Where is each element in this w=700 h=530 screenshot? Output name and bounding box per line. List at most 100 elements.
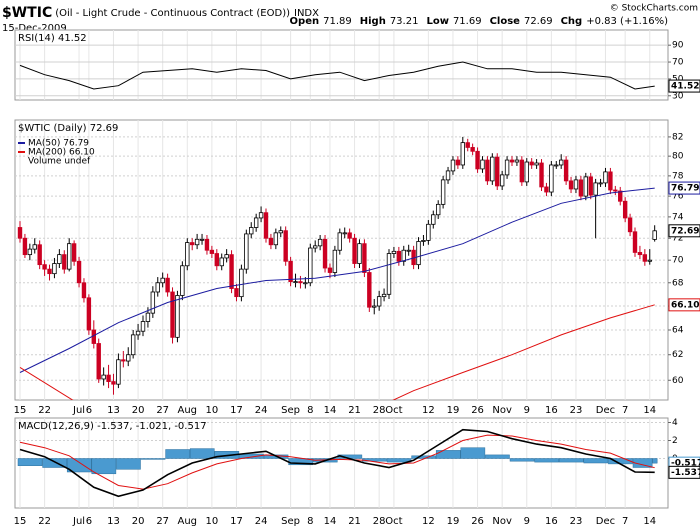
x-tick-label: 15 [14,405,27,416]
candle-body [603,171,608,184]
histogram-bar [189,448,215,459]
candle-body [539,162,544,188]
x-tick-label: 7 [622,516,628,527]
x-tick-label: 26 [471,405,484,416]
macd-line [19,434,655,490]
candle-body [317,238,323,247]
x-tick-label: 16 [545,405,558,416]
panel-title: RSI(14) 41.52 [18,33,87,44]
candle-body [81,282,87,299]
x-tick-label: 22 [38,516,51,527]
candle-body [652,230,657,240]
y-tick-label: 90 [672,41,684,51]
candle-body [549,164,554,193]
candle-body [342,232,347,235]
quote-label: Open [290,16,320,27]
candle-body [431,214,436,225]
candle-body [303,282,308,285]
legend-entry: MA(50) 76.79 [28,139,89,149]
histogram-bar [66,458,92,473]
candle-body [234,288,239,298]
note: Volume undef [28,157,91,167]
candle-body [37,244,42,266]
candle-body [495,156,500,187]
candle-body [642,254,648,262]
x-tick-label: 23 [570,405,583,416]
candle-body [396,250,402,262]
candle-body [229,254,234,289]
candle-body [219,257,224,267]
x-tick-label: 15 [14,516,27,527]
candle-body [608,171,613,191]
legend-entry: MA(200) 66.10 [28,148,95,158]
y-tick-label: 70 [672,58,684,68]
candle-body [337,232,342,251]
panel-title: $WTIC (Daily) 72.69 [18,123,118,134]
histogram-bar [435,450,461,459]
candle-body [150,291,156,314]
candle-body [71,243,77,262]
candle-body [214,253,219,267]
candle-body [559,159,564,166]
candle-body [504,159,510,176]
candle-body [145,312,151,322]
date: 15-Dec-2009 [2,23,67,34]
candle-body [588,176,593,196]
candle-body [450,159,456,172]
candle-body [435,203,441,216]
candle-body [288,260,293,283]
x-tick-label: 10 [206,405,219,416]
candle-body [47,268,52,275]
candle-body [406,249,411,252]
y-tick-label: 30 [672,91,684,101]
y-tick-label: 4 [672,418,678,428]
histogram-bar [42,458,67,468]
y-tick-label: 78 [672,171,684,181]
candle-body [554,164,559,167]
histogram-bar [165,449,190,459]
histogram-bar [411,455,436,459]
x-tick-label: Nov [492,405,512,416]
y-tick-label: 2 [672,436,678,446]
x-tick-label: 14 [643,516,656,527]
histogram-bar [140,458,166,460]
x-tick-label: 26 [471,516,484,527]
x-tick-label: Jul [72,405,85,416]
candle-body [165,277,170,293]
y-tick-label: 68 [672,278,684,288]
histogram-bar [583,458,609,464]
x-tick-label: Sep [281,405,300,416]
x-tick-label: 6 [86,405,92,416]
moving-average [19,304,655,400]
candle-body [367,272,372,308]
candle-body [189,242,195,246]
x-tick-label: 14 [643,405,656,416]
candle-body [529,161,534,166]
candle-body [293,281,298,284]
x-tick-label: 17 [230,405,243,416]
candle-body [32,244,37,250]
value-box-label: 66.10 [671,300,699,310]
value-box [668,79,700,93]
candle-body [519,159,525,183]
candle-body [627,217,633,233]
candle-body [185,242,190,267]
candle-body [647,259,652,262]
x-tick-label: 14 [324,516,337,527]
x-tick-label: 27 [156,516,169,527]
x-tick-label: 24 [255,405,268,416]
candle-body [263,212,269,239]
candle-body [465,142,470,148]
x-tick-label: 28 [373,405,386,416]
candle-body [62,254,67,270]
candle-body [22,237,28,256]
description: (Oil - Light Crude - Continuous Contract… [55,8,290,19]
plot-area [15,30,668,100]
y-tick-label: 76 [672,192,684,202]
candle-body [67,243,72,270]
candle-body [17,227,23,239]
candle-body [440,179,446,205]
rsi-line [19,61,655,90]
candle-body [568,180,574,190]
x-tick-label: 7 [622,405,628,416]
